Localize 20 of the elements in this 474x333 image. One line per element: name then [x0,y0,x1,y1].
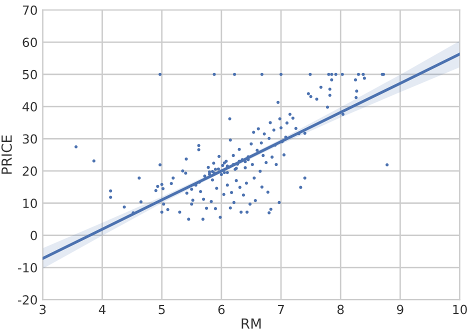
x-tick-label: 7 [278,304,284,314]
y-tick-label: 50 [22,70,37,80]
y-tick-label: 60 [22,38,37,48]
y-tick-label: 30 [22,134,37,144]
y-axis-title: PRICE [1,135,12,174]
x-tick-label: 10 [453,304,467,314]
x-tick-label: 8 [337,304,344,314]
y-tick-label: 70 [22,5,37,15]
y-tick-label: 10 [23,198,37,208]
y-tick-label: -20 [18,295,37,305]
y-tick-label: -10 [18,262,37,272]
x-tick-label: 9 [397,304,404,314]
y-tick-label: 0 [30,230,37,240]
x-tick-label: 5 [158,304,165,314]
y-tick-label: 20 [22,166,37,176]
x-axis-title: RM [242,318,261,329]
x-tick-label: 3 [40,304,46,314]
x-tick-label: 4 [98,304,106,314]
y-tick-label: 40 [22,102,37,112]
x-tick-label: 6 [218,304,225,314]
